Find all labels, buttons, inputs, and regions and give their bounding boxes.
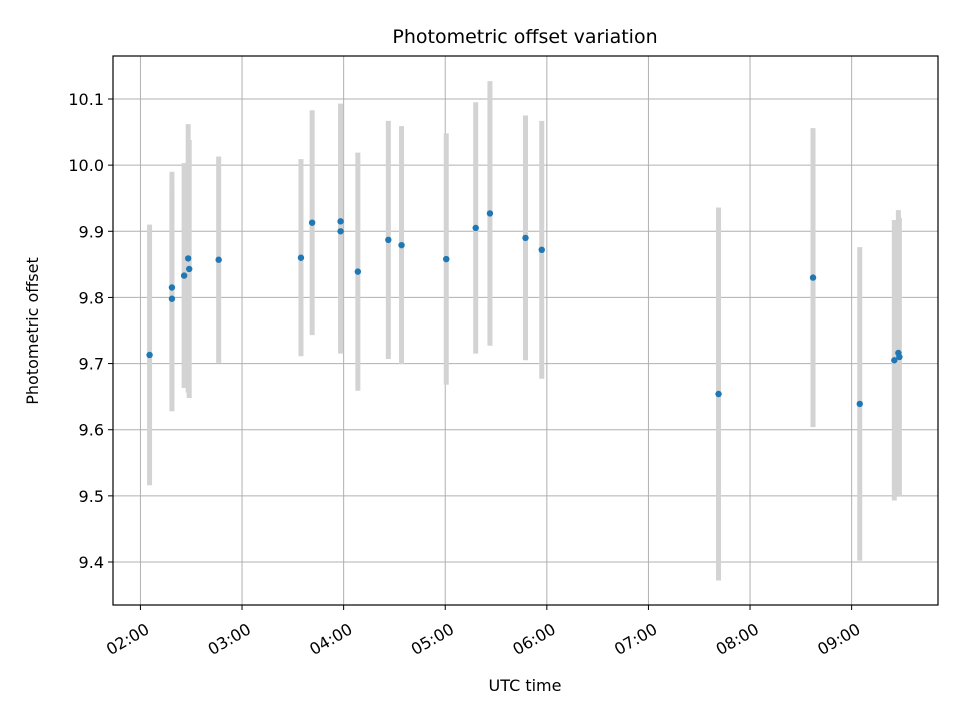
data-point [809, 274, 817, 281]
plot-frame [112, 55, 939, 606]
y-tick-label: 9.6 [79, 421, 104, 440]
y-axis-label: Photometric offset [23, 257, 42, 405]
y-tick-label: 9.8 [79, 288, 104, 307]
y-tick-label: 9.5 [79, 487, 104, 506]
data-point [891, 357, 898, 364]
data-point [896, 353, 903, 361]
data-point [184, 255, 192, 262]
x-axis-label: UTC time [489, 676, 562, 695]
data-point [337, 228, 344, 235]
data-point [472, 224, 479, 232]
y-tick-label: 9.4 [79, 553, 104, 572]
data-point [354, 268, 362, 275]
data-point [215, 256, 222, 263]
y-tick-label: 10.0 [68, 156, 104, 175]
data-point [856, 400, 863, 408]
data-point [297, 254, 305, 261]
data-point [168, 284, 176, 291]
data-point [337, 218, 344, 225]
y-tick-label: 9.7 [79, 355, 104, 374]
chart-title: Photometric offset variation [392, 26, 657, 48]
y-tick-label: 10.1 [68, 90, 104, 109]
data-point [385, 236, 392, 244]
data-point [715, 390, 722, 398]
data-points [146, 210, 903, 408]
y-tick-label: 9.9 [79, 222, 104, 241]
data-point [186, 265, 193, 273]
y-axis-ticks: 9.4 9.5 9.6 9.7 9.8 9.9 10.0 10.1 [68, 90, 113, 572]
data-point [522, 234, 529, 242]
data-point [146, 351, 153, 359]
data-point [538, 246, 545, 254]
data-point [443, 255, 450, 263]
data-point [486, 210, 494, 217]
data-point [180, 272, 188, 279]
data-point [398, 241, 405, 249]
data-point [308, 219, 316, 226]
data-point [168, 295, 176, 302]
